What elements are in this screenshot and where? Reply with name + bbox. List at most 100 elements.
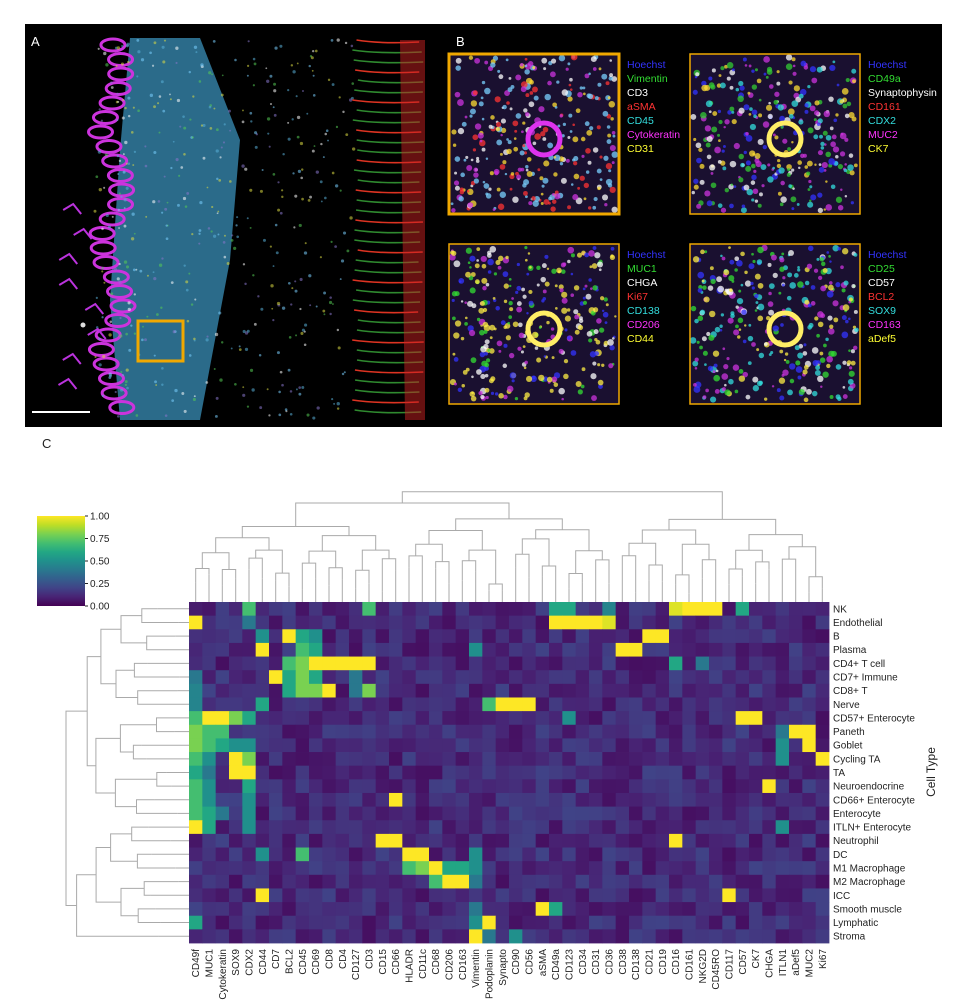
inset-cell — [470, 272, 476, 277]
inset-cell — [791, 57, 796, 62]
heatmap-cell — [255, 820, 270, 835]
inset-cell — [747, 91, 751, 95]
inset-cell — [745, 134, 753, 142]
heatmap-cell — [202, 833, 217, 848]
inset-cell — [497, 265, 502, 270]
inset-frame — [689, 243, 861, 405]
heatmap-cell — [562, 806, 577, 821]
heatmap-cell — [655, 820, 670, 835]
inset-cell — [848, 370, 855, 377]
heatmap-cell — [455, 615, 470, 630]
inset-cell — [464, 115, 468, 119]
heatmap-cell — [309, 833, 323, 848]
inset-cell — [807, 188, 811, 191]
row-label: CD8+ T — [833, 686, 868, 697]
heatmap-cell — [335, 779, 350, 794]
heatmap-cell — [469, 929, 483, 944]
heatmap-cell — [349, 629, 363, 644]
heatmap-cell — [629, 642, 643, 657]
cell-dot — [209, 127, 213, 130]
inset-cell — [606, 125, 611, 129]
inset-cell — [811, 347, 819, 354]
heatmap-cell — [509, 820, 523, 835]
inset-cell — [706, 331, 711, 337]
inset-cell — [733, 329, 740, 336]
heatmap-cell — [389, 711, 403, 726]
inset-cell — [511, 379, 515, 383]
inset-cell — [819, 134, 823, 139]
inset-cell — [693, 386, 701, 393]
cell-dot — [349, 216, 353, 220]
heatmap-cell — [242, 792, 257, 807]
cell-dot — [323, 291, 327, 295]
dendrogram-branch — [621, 555, 637, 593]
heatmap-cell — [429, 765, 443, 780]
dendrogram-branch — [137, 908, 161, 923]
cell-dot — [94, 355, 97, 359]
heatmap-cell — [535, 792, 550, 807]
heatmap-cell — [722, 806, 737, 821]
heatmap-cell — [815, 602, 830, 617]
cell-dot — [335, 125, 339, 129]
inset-legend-label: BCL2 — [868, 291, 894, 303]
inset-cell — [524, 64, 528, 68]
heatmap-cell — [602, 902, 617, 917]
crypt-ring — [766, 310, 804, 348]
heatmap-cell — [442, 847, 457, 862]
inset-cell — [602, 311, 609, 318]
heatmap-cell — [362, 765, 377, 780]
inset-cell — [506, 101, 510, 105]
inset-cell — [505, 58, 509, 62]
cell-dot — [192, 95, 195, 98]
inset-cell — [731, 110, 735, 114]
inset-legend-label: CD44 — [627, 333, 654, 345]
inset-cell — [607, 339, 614, 346]
heatmap-cell — [669, 792, 683, 807]
inset-cell — [482, 321, 489, 328]
inset-cell — [766, 66, 773, 72]
inset-cell — [574, 329, 580, 335]
inset-cell — [609, 186, 616, 194]
heatmap-cell — [589, 752, 603, 767]
inset-cell — [529, 266, 532, 269]
inset-cell — [811, 77, 818, 84]
heatmap-cell — [362, 833, 377, 848]
cell-dot — [270, 284, 274, 288]
heatmap-cell — [802, 683, 817, 698]
heatmap-cell — [455, 629, 470, 644]
heatmap-cell — [229, 779, 243, 794]
heatmap-cell — [522, 888, 537, 903]
heatmap-cell — [389, 724, 403, 739]
heatmap-cell — [589, 724, 603, 739]
cell-dot — [124, 380, 128, 384]
heatmap-cell — [522, 833, 537, 848]
heatmap-cell — [242, 929, 257, 944]
heatmap-cell — [815, 752, 830, 767]
heatmap-cell — [695, 724, 710, 739]
heatmap-cell — [695, 765, 710, 780]
heatmap-cell — [189, 670, 203, 685]
inset-cell — [595, 339, 601, 345]
dendrogram-branch — [535, 529, 590, 551]
heatmap-cell — [189, 697, 203, 712]
inset-cell — [745, 165, 752, 172]
cell-dot — [166, 201, 169, 204]
heatmap-cell — [602, 670, 617, 685]
cell-dot — [230, 347, 233, 350]
heatmap-cell — [215, 670, 230, 685]
heatmap-cell — [655, 752, 670, 767]
heatmap-cell — [789, 683, 803, 698]
heatmap-cell — [402, 752, 417, 767]
heatmap-cell — [362, 738, 377, 753]
cell-dot — [300, 331, 304, 335]
column-label: Cytokeratin — [218, 949, 229, 1000]
inset-cell — [708, 310, 716, 318]
dendrogram-branch — [275, 572, 290, 587]
inset-cell — [470, 395, 477, 402]
heatmap-cell — [442, 642, 457, 657]
heatmap-cell — [762, 806, 777, 821]
inset-cell — [547, 80, 552, 86]
inset-cell — [533, 95, 539, 101]
cell-dot — [244, 167, 248, 171]
inset-cell — [534, 133, 541, 140]
